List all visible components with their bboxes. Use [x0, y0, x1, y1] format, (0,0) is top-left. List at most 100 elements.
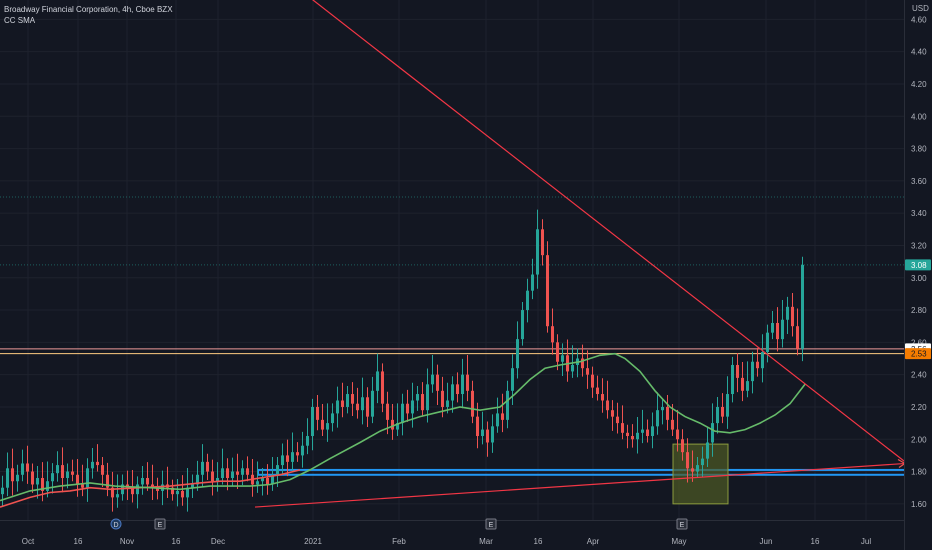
- candle-body: [181, 490, 184, 498]
- time-tick-label: Jul: [861, 537, 871, 546]
- candle-body: [446, 400, 449, 407]
- earnings-marker: [676, 518, 688, 530]
- candle-body: [91, 461, 94, 469]
- price-tick-label: 4.00: [911, 112, 927, 121]
- candle-body: [26, 463, 29, 472]
- price-axis-background: [904, 0, 932, 550]
- candle-body: [146, 478, 149, 485]
- candle-body: [151, 484, 154, 488]
- candle-body: [291, 452, 294, 462]
- candle-body: [686, 452, 689, 469]
- candle-body: [386, 403, 389, 420]
- time-tick-label: Mar: [479, 537, 493, 546]
- candle-body: [196, 474, 199, 485]
- candle-body: [511, 368, 514, 391]
- price-tick-label: 3.20: [911, 241, 927, 250]
- candle-body: [131, 487, 134, 495]
- candle-body: [681, 439, 684, 453]
- price-tick-label: 2.20: [911, 403, 927, 412]
- candle-body: [391, 419, 394, 430]
- candle-body: [536, 229, 539, 275]
- time-tick-label: Nov: [120, 537, 134, 546]
- candle-body: [706, 442, 709, 459]
- candle-body: [191, 484, 194, 488]
- candle-body: [141, 478, 144, 485]
- plot-area: [0, 0, 904, 520]
- candle-body: [476, 416, 479, 437]
- candle-body: [406, 403, 409, 414]
- candle-body: [491, 426, 494, 443]
- candle-body: [96, 461, 99, 466]
- candle-body: [591, 374, 594, 388]
- time-tick-label: Oct: [22, 537, 35, 546]
- candle-body: [736, 364, 739, 378]
- candle-body: [71, 471, 74, 475]
- price-tag: 2.53: [905, 348, 931, 360]
- candle-body: [486, 429, 489, 443]
- price-tick-label: 3.00: [911, 274, 927, 283]
- candle-body: [421, 394, 424, 411]
- candle-body: [326, 423, 329, 430]
- candle-body: [106, 474, 109, 488]
- candle-body: [261, 478, 264, 482]
- price-tick-label: 3.80: [911, 145, 927, 154]
- trendline-arrowhead: [897, 458, 904, 468]
- candle-body: [101, 465, 104, 475]
- candle-body: [701, 458, 704, 466]
- candle-body: [31, 471, 34, 485]
- candle-body: [456, 384, 459, 395]
- event-marker-label: E: [158, 522, 163, 529]
- candle-body: [541, 229, 544, 256]
- time-tick-label: 16: [811, 537, 820, 546]
- candle-body: [696, 465, 699, 472]
- event-marker: E: [676, 518, 688, 530]
- candle-body: [796, 326, 799, 349]
- event-marker: E: [154, 518, 166, 530]
- candle-body: [281, 455, 284, 466]
- candle-body: [341, 400, 344, 407]
- candle-body: [236, 471, 239, 475]
- price-tick-label: 2.00: [911, 435, 927, 444]
- candle-body: [666, 406, 669, 420]
- candle-body: [11, 468, 14, 482]
- candle-body: [311, 406, 314, 437]
- candle-body: [771, 322, 774, 333]
- time-tick-label: Jun: [760, 537, 773, 546]
- candle-body: [416, 394, 419, 401]
- event-marker-label: D: [113, 522, 118, 529]
- candle-body: [156, 487, 159, 491]
- candle-body: [41, 478, 44, 491]
- candle-body: [111, 487, 114, 498]
- candle-body: [581, 358, 584, 369]
- event-marker-label: E: [680, 522, 685, 529]
- candle-body: [721, 406, 724, 417]
- candle-body: [186, 487, 189, 498]
- candle-body: [631, 436, 634, 440]
- candle-body: [331, 413, 334, 424]
- candle-body: [601, 394, 604, 401]
- candle-body: [136, 484, 139, 495]
- candle-body: [301, 445, 304, 456]
- candle-body: [731, 364, 734, 395]
- chart-title: Broadway Financial Corporation, 4h, Cboe…: [4, 5, 173, 14]
- candle-body: [266, 478, 269, 485]
- candle-body: [171, 487, 174, 495]
- currency-label: USD: [912, 4, 929, 13]
- candle-body: [501, 413, 504, 420]
- candle-body: [571, 364, 574, 372]
- price-tag-label: 2.53: [911, 350, 927, 359]
- candle-body: [711, 423, 714, 443]
- price-tick-label: 1.80: [911, 468, 927, 477]
- time-tick-label: 16: [534, 537, 543, 546]
- candle-body: [661, 406, 664, 411]
- candle-body: [461, 374, 464, 395]
- candle-body: [776, 322, 779, 340]
- candle-body: [481, 429, 484, 437]
- candle-body: [61, 465, 64, 479]
- candle-body: [201, 461, 204, 475]
- candle-body: [56, 465, 59, 474]
- candle-body: [791, 306, 794, 327]
- candle-body: [316, 406, 319, 420]
- dividend-marker: [110, 518, 122, 530]
